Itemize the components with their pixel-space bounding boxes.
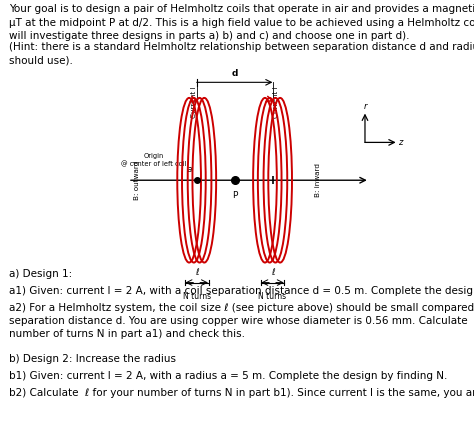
Text: ℓ: ℓ — [271, 268, 274, 277]
Text: b2) Calculate  ℓ for your number of turns N in part b1). Since current I is the : b2) Calculate ℓ for your number of turns… — [9, 388, 474, 397]
Text: a1) Given: current I = 2 A, with a coil separation distance d = 0.5 m. Complete : a1) Given: current I = 2 A, with a coil … — [9, 286, 474, 296]
Text: a) Design 1:: a) Design 1: — [9, 269, 73, 279]
Text: ℓ: ℓ — [195, 268, 199, 277]
Text: Current I: Current I — [191, 87, 197, 118]
Text: N turns: N turns — [182, 292, 211, 301]
Text: Your goal is to design a pair of Helmholtz coils that operate in air and provide: Your goal is to design a pair of Helmhol… — [9, 4, 474, 41]
Text: N turns: N turns — [258, 292, 287, 301]
Text: z: z — [398, 138, 402, 147]
Text: a: a — [186, 165, 192, 174]
Text: (Hint: there is a standard Helmholtz relationship between separation distance d : (Hint: there is a standard Helmholtz rel… — [9, 42, 474, 65]
Text: P: P — [232, 191, 237, 200]
Text: B: inward: B: inward — [315, 163, 320, 197]
Text: Current I: Current I — [273, 87, 279, 118]
Text: B: outward: B: outward — [135, 161, 140, 200]
Text: b) Design 2: Increase the radius: b) Design 2: Increase the radius — [9, 354, 176, 364]
Text: Origin
@ center of left coil: Origin @ center of left coil — [121, 153, 187, 167]
Text: a2) For a Helmholtz system, the coil size ℓ (see picture above) should be small : a2) For a Helmholtz system, the coil siz… — [9, 303, 474, 340]
Text: r: r — [363, 102, 367, 111]
Text: b1) Given: current I = 2 A, with a radius a = 5 m. Complete the design by findin: b1) Given: current I = 2 A, with a radiu… — [9, 371, 448, 380]
Text: d: d — [231, 69, 238, 78]
